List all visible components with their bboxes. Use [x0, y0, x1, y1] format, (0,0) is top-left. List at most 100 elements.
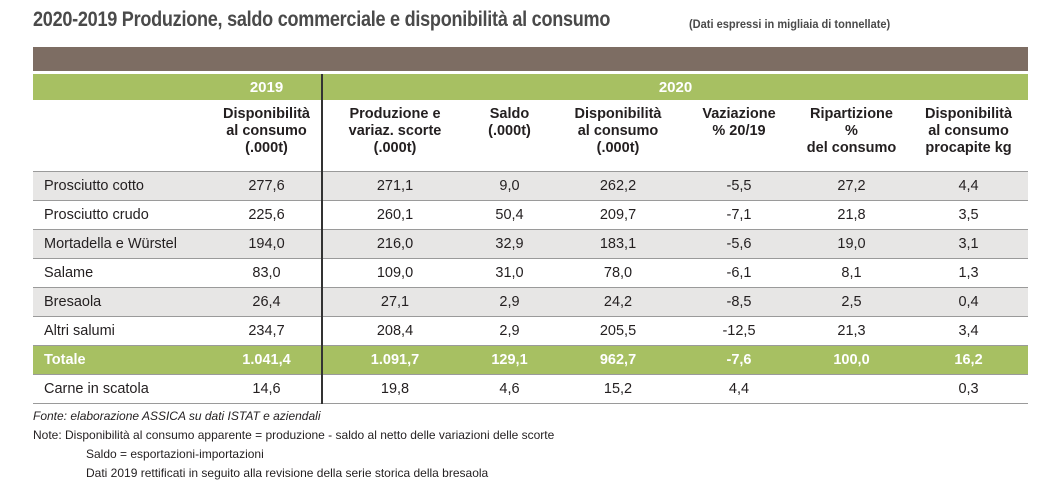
year-header-row: 2019 2020 — [33, 74, 1029, 100]
row-label: Altri salumi — [33, 316, 212, 346]
table-cell: 234,7 — [212, 316, 322, 346]
column-header: Produzione e variaz. scorte (.000t) — [321, 100, 467, 172]
column-header-line: Saldo — [489, 106, 530, 122]
column-header-line: al consumo — [577, 123, 659, 139]
note-saldo: Saldo = esportazioni-importazioni — [86, 447, 264, 461]
table-cell: 262,2 — [552, 171, 684, 201]
table-cell: 21,3 — [794, 316, 909, 346]
table-cell: 1.041,4 — [212, 345, 322, 375]
table-cell: 4,6 — [467, 374, 552, 404]
table-cell: 0,4 — [909, 287, 1029, 317]
table-cell: 216,0 — [321, 229, 467, 259]
header-band — [33, 47, 1028, 71]
table-cell: -7,1 — [684, 200, 794, 230]
table-cell: 24,2 — [552, 287, 684, 317]
table-cell: -7,6 — [684, 345, 794, 375]
table-cell: 83,0 — [212, 258, 322, 288]
row-label: Salame — [33, 258, 212, 288]
column-header-line: al consumo — [226, 123, 307, 139]
table-cell: 26,4 — [212, 287, 322, 317]
table-cell: 50,4 — [467, 200, 552, 230]
table-cell: 0,3 — [909, 374, 1029, 404]
table-cell: 3,4 — [909, 316, 1029, 346]
column-header-line: Disponibilità — [574, 106, 662, 122]
table-cell: -5,6 — [684, 229, 794, 259]
table-row: Mortadella e Würstel 194,0 216,0 32,9 183,1-… — [33, 229, 1029, 259]
table-cell: 15,2 — [552, 374, 684, 404]
table-title: 2020-2019 Produzione, saldo commerciale … — [33, 8, 890, 32]
table-cell: 3,5 — [909, 200, 1029, 230]
table-cell: 1.091,7 — [321, 345, 467, 375]
table-cell: 1,3 — [909, 258, 1029, 288]
column-header: Disponibilità al consumo (.000t) — [552, 100, 684, 172]
table-cell: 31,0 — [467, 258, 552, 288]
footnotes: Fonte: elaborazione ASSICA su dati ISTAT… — [33, 407, 554, 483]
table-cell: -12,5 — [684, 316, 794, 346]
column-header-line: (.000t) — [245, 140, 288, 156]
table-cell: 277,6 — [212, 171, 322, 201]
table-cell: 4,4 — [909, 171, 1029, 201]
table-cell: 4,4 — [684, 374, 794, 404]
column-header-line: (.000t) — [596, 140, 640, 156]
table-cell: 19,0 — [794, 229, 909, 259]
title-unit-note: (Dati espressi in migliaia di tonnellate… — [689, 17, 891, 31]
column-header: Vaziazione% 20/19 — [684, 100, 794, 172]
column-header: Ripartizione% del consumo — [794, 100, 909, 172]
table-cell: -5,5 — [684, 171, 794, 201]
year-2020-label: 2020 — [320, 74, 1029, 100]
table-cell: 225,6 — [212, 200, 322, 230]
column-header: Saldo (.000t) — [467, 100, 552, 172]
table-cell: 14,6 — [212, 374, 322, 404]
column-header-line: variaz. scorte — [348, 123, 442, 139]
table-cell: 260,1 — [321, 200, 467, 230]
row-label: Bresaola — [33, 287, 212, 317]
table-row: Salame 83,0 109,0 31,0 78,0 -6,1 8,1 1,3 — [33, 258, 1029, 288]
table-row: Carne in scatola 14,6 19,8 4,6 15,2 4,4 0,3 — [33, 374, 1029, 404]
table-cell: 9,0 — [467, 171, 552, 201]
table-row: Altri salumi 234,7 208,4 2,9 205,5 -12,5 21,3 3… — [33, 316, 1029, 346]
table-row: Bresaola 26,4 27,1 2,9 24,2 -8,5 2,5 0,4 — [33, 287, 1029, 317]
column-header-line: Vaziazione — [702, 106, 776, 122]
year-2019-label: 2019 — [212, 74, 322, 100]
table-cell: 208,4 — [321, 316, 467, 346]
table-cell: 271,1 — [321, 171, 467, 201]
row-label: Prosciutto crudo — [33, 200, 212, 230]
table-body: Prosciutto cotto 277,6 271,1 9,0 262,2 -5,5 27… — [33, 171, 1029, 404]
row-label: Totale — [33, 345, 212, 375]
column-header-line: Produzione e — [349, 106, 441, 122]
table-cell — [794, 374, 909, 404]
table-cell: 78,0 — [552, 258, 684, 288]
table-cell: 109,0 — [321, 258, 467, 288]
table-cell: 100,0 — [794, 345, 909, 375]
column-header-line: procapite kg — [925, 140, 1012, 156]
table-cell: 2,9 — [467, 287, 552, 317]
table-cell: 2,5 — [794, 287, 909, 317]
table-cell: 194,0 — [212, 229, 322, 259]
column-header-line: (.000t) — [488, 123, 531, 139]
column-header-line: al consumo — [928, 123, 1009, 139]
column-header-line: Disponibilità — [925, 106, 1013, 122]
table-cell: 209,7 — [552, 200, 684, 230]
table-cell: 962,7 — [552, 345, 684, 375]
note-availability: Note: Disponibilità al consumo apparente… — [33, 428, 555, 442]
table-cell: 32,9 — [467, 229, 552, 259]
consumption-table: 2019 2020 Disponibilità al consumo (.000t)… — [33, 74, 1029, 404]
table-cell: 183,1 — [552, 229, 684, 259]
column-header-line: del consumo — [806, 140, 897, 156]
column-header: Disponibilità al consumo (.000t) — [212, 100, 322, 172]
source-note: Fonte: elaborazione ASSICA su dati ISTAT… — [33, 409, 321, 423]
title-main: 2020-2019 Produzione, saldo commerciale … — [33, 8, 611, 31]
column-header-line: % — [845, 123, 858, 139]
row-label: Prosciutto cotto — [33, 171, 212, 201]
table-cell: 27,2 — [794, 171, 909, 201]
column-header-line: Disponibilità — [223, 106, 310, 122]
column-header-line: Ripartizione — [810, 106, 893, 122]
table-cell: -8,5 — [684, 287, 794, 317]
row-label: Mortadella e Würstel — [33, 229, 212, 259]
column-header-line: (.000t) — [373, 140, 417, 156]
table-row: Prosciutto cotto 277,6 271,1 9,0 262,2 -5,5 27… — [33, 171, 1029, 201]
note-revision: Dati 2019 rettificati in seguito alla re… — [86, 466, 489, 480]
table-cell: 2,9 — [467, 316, 552, 346]
row-label: Carne in scatola — [33, 374, 212, 404]
table-cell: 205,5 — [552, 316, 684, 346]
